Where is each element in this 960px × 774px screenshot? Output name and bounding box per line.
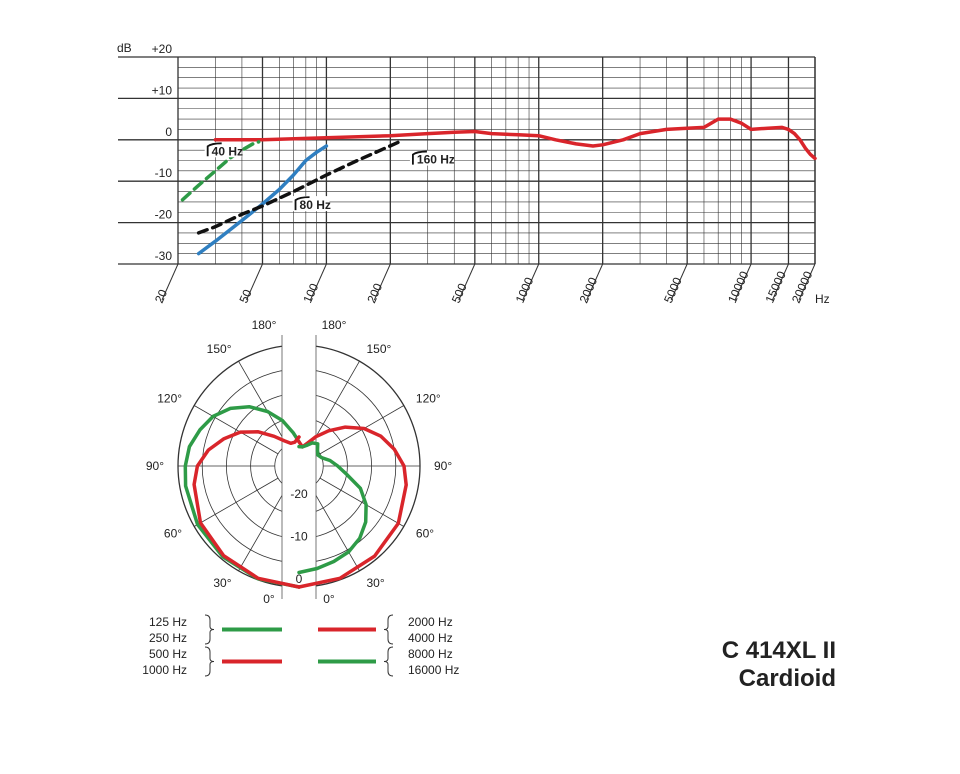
x-tick-line xyxy=(772,263,789,301)
angle-label: 90° xyxy=(146,459,164,473)
polar-legend: 125 Hz 250 Hz 500 Hz 1000 Hz 2000 Hz 4000 Hz 8… xyxy=(142,614,459,677)
flag-label-cut-40: 40 Hz xyxy=(212,144,243,158)
model-name: C 414XL II xyxy=(722,637,836,664)
flag-background-cut-40 xyxy=(204,142,242,158)
legend-label: 4000 Hz xyxy=(408,631,453,645)
flag-mark-cut-40 xyxy=(206,142,222,157)
angle-label: 150° xyxy=(207,342,232,356)
x-unit-label: Hz xyxy=(815,292,830,306)
polar-spoke xyxy=(238,361,288,446)
legend-brace xyxy=(383,646,394,677)
flag-label-cut-160: 160 Hz xyxy=(417,153,455,167)
legend-label: 1000 Hz xyxy=(142,663,187,677)
frequency-response-chart: +20 +10 0 -10 -20 -30 dB 20 50 100 200 500 1000 2000 5… xyxy=(117,41,830,306)
series-line-cut-80 xyxy=(196,144,329,256)
angle-label: 120° xyxy=(157,392,182,406)
legend-label: 8000 Hz xyxy=(408,647,453,661)
angle-label: 0° xyxy=(323,592,335,606)
polar-curve-high xyxy=(297,425,408,589)
x-tick-label: 1000 xyxy=(513,275,537,305)
angle-label: 120° xyxy=(416,392,441,406)
x-tick-label: 100 xyxy=(300,281,321,305)
polar-pattern-chart: -20 -10 0 180° 150° 120° 90° 60° 30° 0° 180° 150° 12… xyxy=(146,318,453,606)
x-tick-label: 20000 xyxy=(789,269,815,305)
legend-brace xyxy=(383,614,394,645)
x-tick-line xyxy=(373,263,391,301)
angle-label: 60° xyxy=(164,527,182,541)
x-tick-label: 10000 xyxy=(725,269,751,305)
legend-brace xyxy=(204,614,215,645)
polar-pattern-name: Cardioid xyxy=(739,665,836,692)
legend-label: 500 Hz xyxy=(149,647,187,661)
angle-label: 180° xyxy=(252,318,277,332)
radial-label: -20 xyxy=(290,487,308,501)
legend-brace xyxy=(204,646,215,677)
angle-label: 60° xyxy=(416,527,434,541)
x-tick-label: 500 xyxy=(449,281,470,305)
x-tick-label: 5000 xyxy=(661,275,685,305)
series-line-cut-40 xyxy=(180,140,261,202)
series-line-cut-160 xyxy=(196,140,401,235)
flag-label-cut-80: 80 Hz xyxy=(300,198,331,212)
angle-label: 150° xyxy=(367,342,392,356)
legend-label: 125 Hz xyxy=(149,615,187,629)
polar-curve-very-high xyxy=(297,441,368,575)
x-tick-line xyxy=(670,263,688,301)
x-tick-line xyxy=(522,263,540,301)
x-tick-line xyxy=(798,263,816,301)
legend-label: 250 Hz xyxy=(149,631,187,645)
polar-spoke xyxy=(319,477,404,527)
y-unit-label: dB xyxy=(117,41,132,55)
x-tick-label: 20 xyxy=(152,287,170,305)
x-tick-label: 50 xyxy=(236,287,254,305)
legend-label: 2000 Hz xyxy=(408,615,453,629)
radial-label: -10 xyxy=(290,530,308,544)
polar-curve-low-mid xyxy=(183,404,301,589)
polar-divider xyxy=(282,335,316,599)
polar-curve-mid xyxy=(192,430,301,589)
polar-spoke xyxy=(238,486,288,571)
x-tick-line xyxy=(586,263,604,301)
x-tick-label: 2000 xyxy=(577,275,601,305)
x-tick-line xyxy=(309,263,327,301)
y-tick-label: -10 xyxy=(155,166,173,180)
flag-mark-cut-80 xyxy=(294,196,310,211)
legend-label: 16000 Hz xyxy=(408,663,459,677)
angle-label: 30° xyxy=(213,576,231,590)
polar-spoke xyxy=(194,405,279,455)
x-tick-label: 200 xyxy=(364,281,385,305)
radial-label: 0 xyxy=(296,572,303,586)
angle-label: 30° xyxy=(367,576,385,590)
angle-label: 90° xyxy=(434,459,452,473)
y-tick-label: -30 xyxy=(155,249,173,263)
polar-spoke xyxy=(310,361,360,446)
flag-background-cut-160 xyxy=(409,150,454,166)
flag-mark-cut-160 xyxy=(412,150,427,165)
x-tick-line xyxy=(246,263,263,301)
series-line-main xyxy=(213,117,817,161)
x-tick-line xyxy=(734,263,752,301)
y-tick-label: 0 xyxy=(165,125,172,139)
x-tick-line xyxy=(161,263,179,301)
y-tick-label: +10 xyxy=(152,83,173,97)
y-tick-label: -20 xyxy=(155,208,173,222)
polar-spoke xyxy=(310,486,360,571)
y-tick-label: +20 xyxy=(152,42,173,56)
x-tick-line xyxy=(458,263,476,301)
angle-label: 180° xyxy=(322,318,347,332)
angle-label: 0° xyxy=(263,592,275,606)
polar-spoke xyxy=(194,477,279,527)
flag-background-cut-80 xyxy=(292,196,330,212)
x-tick-label: 15000 xyxy=(762,269,788,305)
